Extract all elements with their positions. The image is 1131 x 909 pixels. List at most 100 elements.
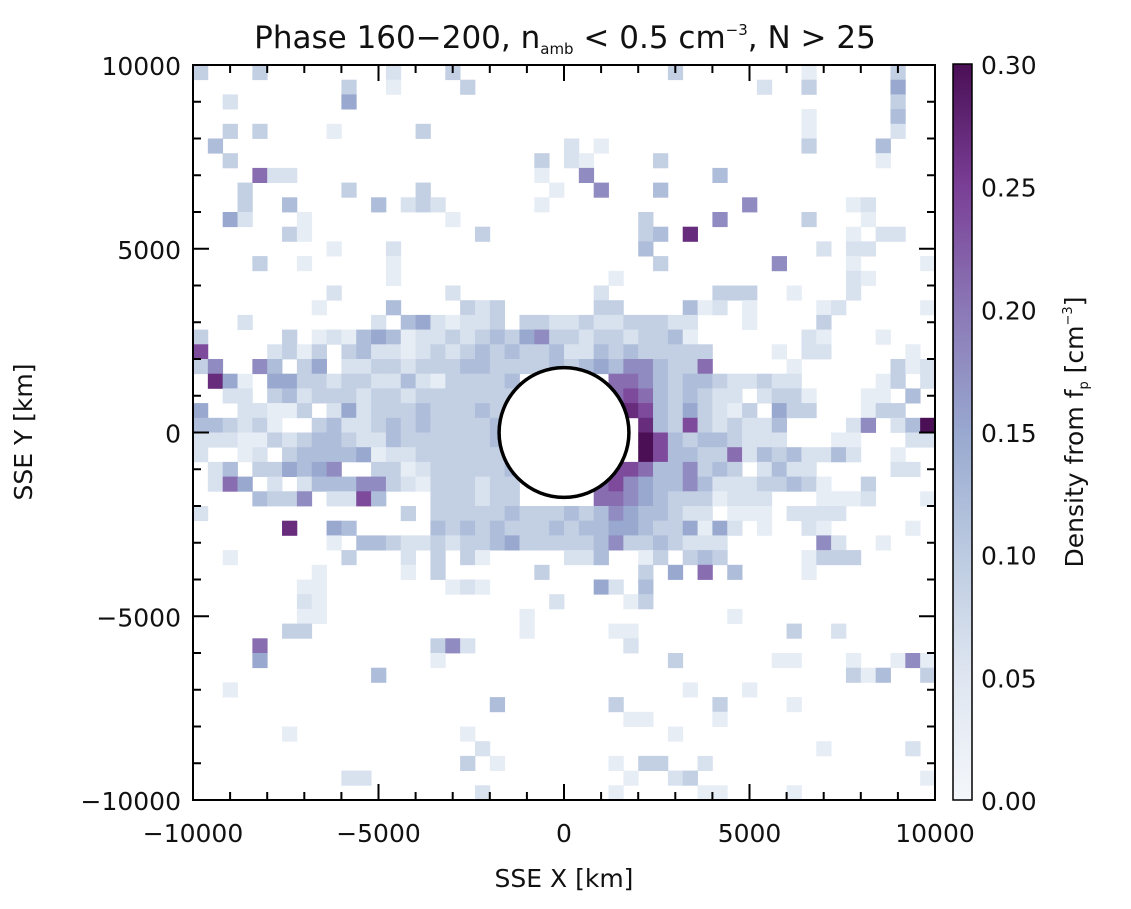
heatmap-cell bbox=[207, 461, 224, 477]
heatmap-cell bbox=[430, 564, 446, 580]
heatmap-cell bbox=[564, 153, 580, 169]
heatmap-cell bbox=[252, 638, 268, 654]
heatmap-cell bbox=[920, 373, 936, 389]
heatmap-cell bbox=[534, 314, 550, 330]
heatmap-cell bbox=[742, 447, 758, 463]
heatmap-cell bbox=[252, 447, 268, 463]
heatmap-cell bbox=[504, 359, 520, 375]
heatmap-cell bbox=[682, 314, 698, 330]
heatmap-cell bbox=[623, 344, 639, 360]
heatmap-cell bbox=[623, 461, 639, 477]
heatmap-cell bbox=[534, 197, 550, 213]
heatmap-cell bbox=[786, 506, 802, 522]
heatmap-cell bbox=[282, 447, 298, 463]
heatmap-cell bbox=[282, 491, 298, 507]
heatmap-cell bbox=[415, 476, 431, 492]
heatmap-cell bbox=[638, 314, 654, 330]
heatmap-cell bbox=[445, 491, 461, 507]
heatmap-cell bbox=[742, 373, 758, 389]
heatmap-cell bbox=[608, 476, 624, 492]
heatmap-cell bbox=[385, 403, 402, 419]
heatmap-cell bbox=[282, 226, 298, 242]
heatmap-cell bbox=[682, 447, 698, 463]
heatmap-cell bbox=[697, 755, 713, 771]
heatmap-cell bbox=[801, 79, 817, 95]
heatmap-cell bbox=[356, 403, 372, 419]
heatmap-cell bbox=[207, 359, 224, 375]
heatmap-cell bbox=[237, 373, 253, 389]
title-main: Phase 160−200, n bbox=[254, 20, 540, 56]
heatmap-cell bbox=[311, 432, 327, 448]
heatmap-cell bbox=[875, 535, 891, 551]
heatmap-cell bbox=[519, 359, 535, 375]
heatmap-cell bbox=[890, 447, 906, 463]
heatmap-cell bbox=[326, 388, 342, 404]
heatmap-cell bbox=[564, 520, 580, 536]
heatmap-cell bbox=[682, 535, 698, 551]
heatmap-cell bbox=[460, 432, 476, 448]
heatmap-cell bbox=[742, 506, 758, 522]
heatmap-cell bbox=[207, 432, 224, 448]
heatmap-cell bbox=[445, 520, 461, 536]
heatmap-cell bbox=[875, 667, 891, 683]
heatmap-cell bbox=[697, 403, 713, 419]
heatmap-cell bbox=[474, 447, 491, 463]
heatmap-cell bbox=[786, 653, 802, 669]
heatmap-cell bbox=[653, 506, 669, 522]
heatmap-cell bbox=[311, 300, 327, 316]
heatmap-cell bbox=[771, 417, 787, 433]
heatmap-cell bbox=[920, 770, 936, 786]
heatmap-cell bbox=[742, 432, 758, 448]
heatmap-cell bbox=[801, 329, 817, 345]
heatmap-cell bbox=[727, 285, 743, 301]
heatmap-cell bbox=[296, 344, 313, 360]
heatmap-cell bbox=[638, 344, 654, 360]
heatmap-cell bbox=[222, 682, 238, 698]
heatmap-cell bbox=[489, 359, 506, 375]
heatmap-cell bbox=[801, 564, 817, 580]
heatmap-cell bbox=[474, 432, 491, 448]
heatmap-cell bbox=[816, 520, 832, 536]
heatmap-cell bbox=[489, 697, 506, 713]
heatmap-cell bbox=[445, 535, 461, 551]
heatmap-cell bbox=[623, 506, 639, 522]
heatmap-cell bbox=[415, 182, 431, 198]
heatmap-cell bbox=[400, 403, 416, 419]
heatmap-cell bbox=[890, 94, 906, 110]
heatmap-cell bbox=[207, 373, 224, 389]
heatmap-cell bbox=[638, 329, 654, 345]
heatmap-cell bbox=[415, 197, 431, 213]
heatmap-cell bbox=[860, 270, 877, 286]
colorbar bbox=[952, 63, 973, 801]
heatmap-cell bbox=[489, 476, 506, 492]
heatmap-cell bbox=[593, 491, 609, 507]
heatmap-cell bbox=[845, 226, 862, 242]
heatmap-cell bbox=[831, 432, 847, 448]
heatmap-cell bbox=[430, 417, 446, 433]
heatmap-cell bbox=[653, 182, 669, 198]
heatmap-cell bbox=[697, 520, 713, 536]
heatmap-cell bbox=[460, 447, 476, 463]
heatmap-cell bbox=[786, 285, 802, 301]
heatmap-cell bbox=[578, 520, 595, 536]
heatmap-cell bbox=[771, 432, 787, 448]
heatmap-cell bbox=[682, 506, 698, 522]
heatmap-cell bbox=[712, 403, 728, 419]
heatmap-cell bbox=[564, 550, 580, 566]
heatmap-cell bbox=[564, 314, 580, 330]
heatmap-cell bbox=[207, 138, 224, 154]
heatmap-cell bbox=[430, 638, 446, 654]
heatmap-cell bbox=[638, 212, 654, 228]
heatmap-cell bbox=[712, 212, 728, 228]
heatmap-cell bbox=[341, 491, 357, 507]
heatmap-cell bbox=[252, 123, 268, 139]
heatmap-cell bbox=[282, 197, 298, 213]
heatmap-cell bbox=[564, 138, 580, 154]
heatmap-cell bbox=[519, 344, 535, 360]
heatmap-cell bbox=[267, 359, 283, 375]
heatmap-cell bbox=[682, 417, 698, 433]
heatmap-cell bbox=[400, 432, 416, 448]
heatmap-cell bbox=[296, 461, 313, 477]
heatmap-cell bbox=[430, 403, 446, 419]
